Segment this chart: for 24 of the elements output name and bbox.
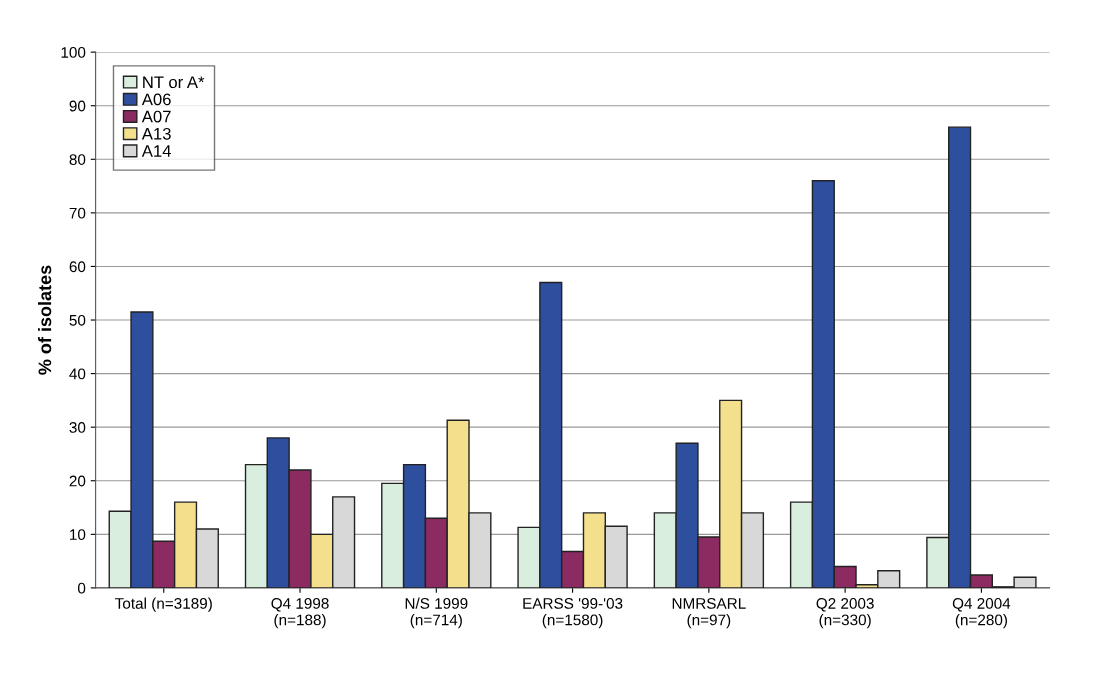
legend-label: A14 (141, 145, 171, 157)
y-tick-label: 10 (70, 529, 86, 541)
legend-label: A07 (141, 110, 171, 123)
x-tick-label: Total (n=3189) (115, 597, 212, 612)
y-tick-label: 20 (69, 475, 86, 487)
legend-label: A06 (141, 93, 171, 106)
y-axis-title: % of isolates (38, 265, 52, 375)
y-tick-label: 40 (69, 368, 86, 380)
x-tick-label: Q2 2003 (n=330) (816, 598, 874, 629)
x-tick-label: N/S 1999 (n=714) (405, 597, 468, 629)
y-tick-label: 100 (61, 47, 86, 58)
legend-label: NT or A* (143, 76, 205, 89)
x-tick-label: EARSS '99-'03 (n=1580) (523, 598, 623, 629)
y-tick-label: 0 (77, 582, 86, 594)
y-tick-label: 80 (69, 154, 86, 165)
y-tick-label: 30 (69, 422, 86, 433)
y-tick-label: 50 (69, 314, 86, 326)
x-tick-label: NMRSARL (n=97) (672, 598, 746, 629)
legend-label: A13 (141, 127, 171, 140)
y-tick-label: 60 (69, 261, 86, 273)
y-tick-label: 70 (69, 207, 86, 219)
y-tick-label: 90 (69, 100, 86, 112)
x-tick-label: Q4 1998 (n=188) (271, 598, 329, 629)
x-tick-label: Q4 2004 (n=280) (952, 598, 1011, 629)
